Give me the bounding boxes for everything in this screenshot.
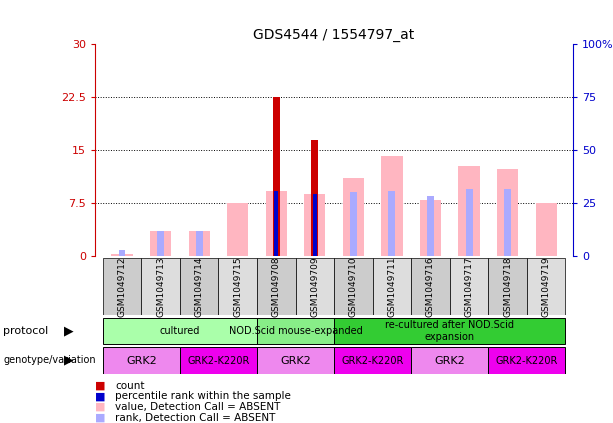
Bar [180,347,257,374]
Bar [311,140,318,256]
Bar [103,258,141,315]
Bar [334,347,411,374]
Text: GSM1049708: GSM1049708 [272,256,281,317]
Bar [103,347,180,374]
Text: genotype/variation: genotype/variation [3,355,96,365]
Bar [466,189,473,256]
Bar [227,203,248,256]
Text: ▶: ▶ [64,324,74,337]
Text: ■: ■ [95,402,105,412]
Bar [157,231,164,256]
Text: GRK2: GRK2 [280,356,311,365]
Bar [381,156,403,256]
Bar [527,258,565,315]
Bar [180,258,218,315]
Bar [489,347,565,374]
Text: GSM1049711: GSM1049711 [387,256,397,317]
Bar [103,318,257,344]
Text: cultured: cultured [159,326,200,336]
Text: protocol: protocol [3,326,48,336]
Text: GSM1049709: GSM1049709 [310,256,319,317]
Bar [257,258,295,315]
Text: GSM1049716: GSM1049716 [426,256,435,317]
Text: percentile rank within the sample: percentile rank within the sample [115,391,291,401]
Bar [504,189,511,256]
Text: value, Detection Call = ABSENT: value, Detection Call = ABSENT [115,402,281,412]
Bar [295,258,334,315]
Text: count: count [115,381,145,391]
Text: NOD.Scid mouse-expanded: NOD.Scid mouse-expanded [229,326,362,336]
Text: GSM1049718: GSM1049718 [503,256,512,317]
Bar [350,192,357,256]
Bar [450,258,489,315]
Text: GSM1049714: GSM1049714 [194,256,204,317]
Bar [112,254,132,256]
Bar [343,179,364,256]
Text: ■: ■ [95,412,105,423]
Bar [304,194,326,256]
Bar [218,258,257,315]
Bar [313,194,317,256]
Bar [118,250,126,256]
Bar [411,347,489,374]
Bar [411,258,450,315]
Text: GRK2-K220R: GRK2-K220R [187,356,249,365]
Bar [150,231,171,256]
Text: rank, Detection Call = ABSENT: rank, Detection Call = ABSENT [115,412,276,423]
Bar [273,97,280,256]
Bar [497,169,518,256]
Bar [257,347,334,374]
Text: re-cultured after NOD.Scid
expansion: re-cultured after NOD.Scid expansion [385,320,514,342]
Bar [311,192,318,256]
Bar [196,231,203,256]
Text: ■: ■ [95,381,105,391]
Bar [265,191,287,256]
Bar [427,196,434,256]
Text: GSM1049710: GSM1049710 [349,256,358,317]
Bar [459,166,479,256]
Bar [257,318,334,344]
Bar [420,200,441,256]
Text: GSM1049712: GSM1049712 [118,256,126,317]
Text: GSM1049719: GSM1049719 [542,256,550,317]
Text: ▶: ▶ [64,354,74,367]
Bar [189,231,210,256]
Text: GRK2: GRK2 [435,356,465,365]
Title: GDS4544 / 1554797_at: GDS4544 / 1554797_at [253,28,415,42]
Text: ■: ■ [95,391,105,401]
Bar [141,258,180,315]
Bar [389,191,395,256]
Text: GRK2-K220R: GRK2-K220R [341,356,404,365]
Bar [489,258,527,315]
Text: GRK2: GRK2 [126,356,157,365]
Bar [334,258,373,315]
Bar [536,203,557,256]
Text: GSM1049715: GSM1049715 [233,256,242,317]
Text: GRK2-K220R: GRK2-K220R [496,356,558,365]
Bar [275,191,278,256]
Text: GSM1049717: GSM1049717 [465,256,474,317]
Bar [273,189,280,256]
Bar [373,258,411,315]
Bar [334,318,565,344]
Text: GSM1049713: GSM1049713 [156,256,165,317]
